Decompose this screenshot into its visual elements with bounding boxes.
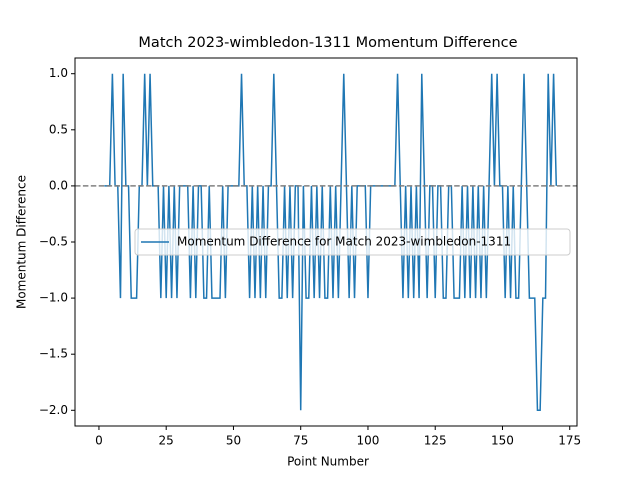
x-tick-label: 75 (293, 434, 308, 448)
y-tick-label: −2.0 (39, 403, 68, 417)
y-tick-label: 0.0 (49, 178, 68, 192)
y-tick-label: −1.5 (39, 347, 68, 361)
x-axis-label: Point Number (287, 455, 369, 469)
x-tick-label: 25 (159, 434, 174, 448)
y-axis-label: Momentum Difference (15, 175, 29, 309)
axes-frame (74, 57, 578, 427)
x-tick-label: 125 (424, 434, 447, 448)
legend-box (134, 228, 571, 256)
legend: Momentum Difference for Match 2023-wimbl… (134, 228, 571, 256)
x-tick-label: 100 (357, 434, 380, 448)
chart-title: Match 2023-wimbledon-1311 Momentum Diffe… (138, 35, 517, 51)
y-tick-label: 1.0 (49, 66, 68, 80)
x-tick-label: 50 (226, 434, 241, 448)
x-tick-label: 150 (491, 434, 514, 448)
legend-label: Momentum Difference for Match 2023-wimbl… (177, 235, 511, 249)
x-tick-label: 0 (95, 434, 103, 448)
x-tick-label: 175 (558, 434, 581, 448)
y-tick-label: −0.5 (39, 235, 68, 249)
y-tick-label: −1.0 (39, 291, 68, 305)
y-tick-label: 0.5 (49, 122, 68, 136)
